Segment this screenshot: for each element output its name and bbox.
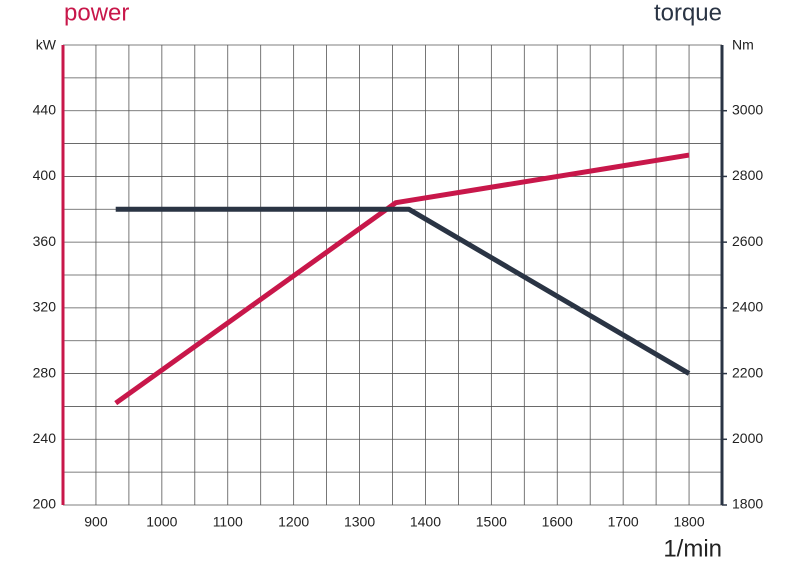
- series-line: [114, 152, 690, 406]
- y-tick-label: 280: [33, 364, 57, 380]
- y2-tick-label: 2800: [732, 167, 763, 183]
- x-tick-label: 1000: [146, 514, 177, 530]
- y2-tick-label: 2600: [732, 233, 763, 249]
- y-tick-label: 360: [33, 233, 57, 249]
- x-tick-label: 1100: [213, 514, 243, 530]
- x-tick-label: 1700: [608, 514, 639, 530]
- y2-tick-label: 2400: [732, 299, 763, 315]
- y-tick-label: 200: [33, 496, 57, 512]
- y2-tick-label: 3000: [732, 101, 763, 117]
- x-tick-label: 1400: [410, 514, 441, 530]
- x-axis-label: 1/min: [663, 535, 722, 562]
- x-tick-label: 1500: [476, 514, 507, 530]
- power-title: power: [64, 0, 129, 26]
- x-tick-label: 1300: [344, 514, 375, 530]
- y-axis-unit: kW: [36, 37, 57, 53]
- torque-title: torque: [654, 0, 722, 26]
- series-line: [115, 206, 691, 376]
- y-tick-label: 320: [33, 299, 57, 315]
- y2-tick-label: 1800: [732, 496, 763, 512]
- y-tick-label: 440: [33, 101, 57, 117]
- x-tick-label: 900: [84, 514, 108, 530]
- y-tick-label: 400: [33, 167, 57, 183]
- y2-axis-unit: Nm: [732, 37, 754, 53]
- x-tick-label: 1200: [278, 514, 309, 530]
- x-tick-label: 1800: [673, 514, 704, 530]
- y2-tick-label: 2000: [732, 430, 763, 446]
- x-tick-label: 1600: [542, 514, 573, 530]
- y2-tick-label: 2200: [732, 364, 763, 380]
- y-tick-label: 240: [33, 430, 57, 446]
